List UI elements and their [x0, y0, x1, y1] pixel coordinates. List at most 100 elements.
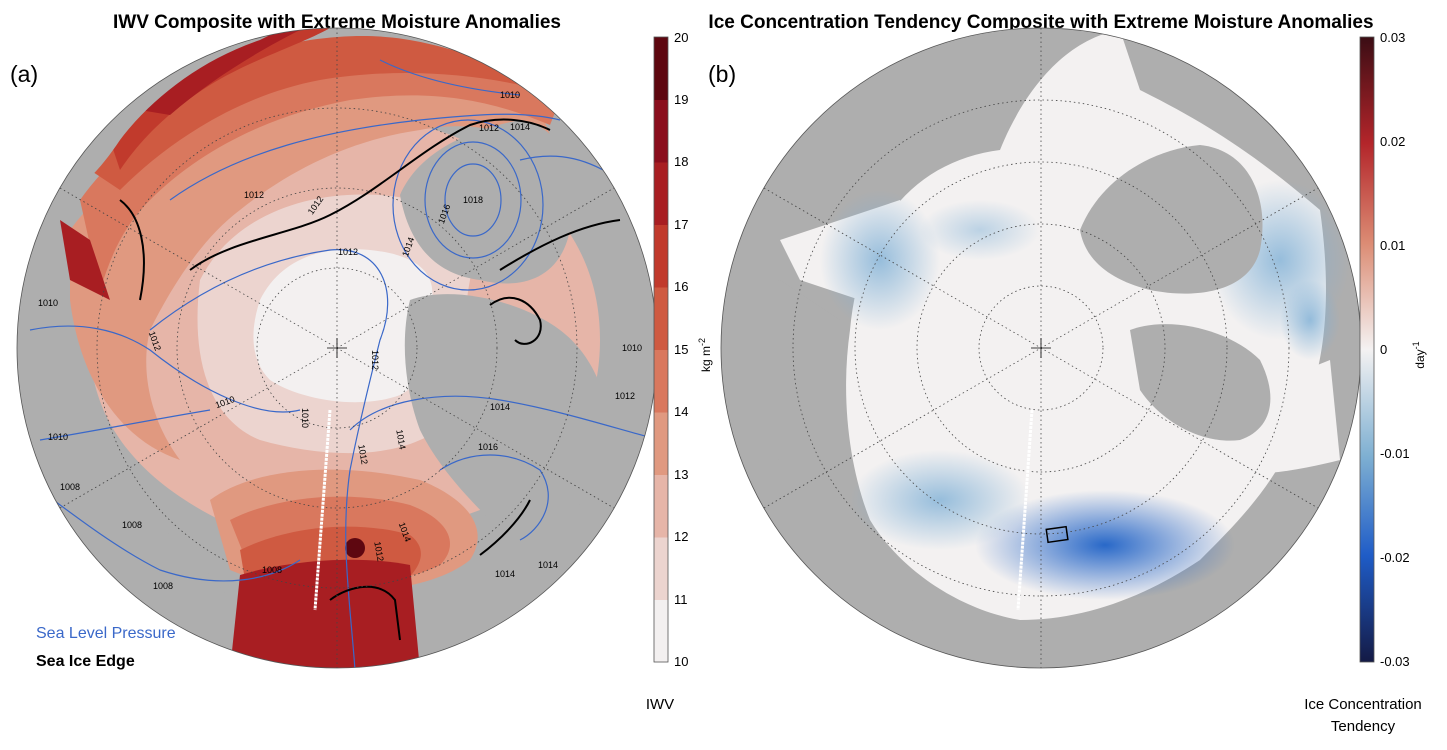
colorbar-b-caption-line1: Ice Concentration	[1304, 696, 1422, 713]
svg-text:1008: 1008	[60, 482, 80, 492]
slp-contour-1010-n	[379, 59, 521, 96]
slp-contour-1010	[29, 325, 301, 413]
svg-text:1008: 1008	[122, 520, 142, 530]
svg-text:-0.02: -0.02	[1380, 550, 1410, 565]
ice-loss-west	[850, 450, 1030, 550]
svg-text:12: 12	[674, 529, 688, 544]
svg-text:1014: 1014	[490, 402, 510, 412]
colorbar-a-segment	[654, 37, 668, 100]
land-north-b	[1160, 40, 1260, 140]
slp-contours	[29, 59, 657, 668]
svg-text:1010: 1010	[622, 343, 642, 353]
panel-a-map	[17, 28, 657, 668]
svg-text:1012: 1012	[370, 350, 380, 370]
svg-text:13: 13	[674, 467, 688, 482]
svg-text:1012: 1012	[244, 190, 264, 200]
slp-contour-1016	[424, 141, 522, 259]
panel-a-colorbar: 10 11 12 13 14 15 16 17 18 19 20 kg m-2	[653, 30, 713, 669]
ice-loss-n	[920, 200, 1040, 260]
svg-text:1018: 1018	[463, 195, 483, 205]
svg-text:1016: 1016	[478, 442, 498, 452]
colorbar-a-unit: kg m-2	[697, 338, 713, 372]
iwv-band-17b	[60, 220, 110, 300]
panel-a-label: (a)	[10, 61, 38, 87]
svg-text:14: 14	[674, 404, 688, 419]
pole-hole-line-b	[1016, 409, 1034, 611]
slp-contour-1008	[39, 489, 301, 582]
colorbar-a-segment	[654, 537, 668, 600]
svg-text:1012: 1012	[372, 541, 385, 562]
legend-ice-edge: Sea Ice Edge	[36, 653, 135, 670]
colorbar-b-unit: day-1	[1411, 341, 1427, 368]
svg-text:1014: 1014	[495, 569, 515, 579]
svg-text:1010: 1010	[38, 298, 58, 308]
slp-contour-1014	[392, 119, 544, 291]
colorbar-a-segment	[654, 474, 668, 538]
colorbar-a-segment	[654, 412, 668, 475]
slp-contour-1012-b	[169, 113, 561, 201]
land-greenland	[400, 120, 573, 284]
colorbar-b-ticks: 0.03 0.02 0.01 0 -0.01 -0.02 -0.03	[1380, 30, 1410, 669]
svg-text:19: 19	[674, 92, 688, 107]
iwv-band-15	[90, 35, 520, 190]
svg-text:1008: 1008	[262, 565, 282, 575]
svg-text:11: 11	[674, 592, 688, 607]
ice-loss-nw	[820, 190, 940, 330]
slp-contour-1014-b	[349, 395, 657, 441]
study-box	[1045, 525, 1069, 544]
colorbar-a-caption: IWV	[646, 696, 674, 713]
colorbar-a-segment	[654, 99, 668, 163]
iwv-tongue-16	[230, 559, 420, 668]
slp-contour-1016-b	[439, 454, 549, 541]
svg-text:10: 10	[674, 654, 688, 669]
colorbar-a-segment	[654, 224, 668, 288]
svg-text:1014: 1014	[538, 560, 558, 570]
sea-ice-edge	[119, 118, 621, 641]
slp-contour-1018	[444, 163, 502, 237]
svg-text:18: 18	[674, 154, 688, 169]
svg-text:1008: 1008	[153, 581, 173, 591]
panel-b-title: Ice Concentration Tendency Composite wit…	[708, 12, 1373, 33]
panel-a-title: IWV Composite with Extreme Moisture Anom…	[113, 12, 561, 33]
svg-text:-0.01: -0.01	[1380, 446, 1410, 461]
svg-text:1010: 1010	[300, 408, 310, 428]
pole-hole-line	[313, 409, 332, 611]
svg-text:-0.03: -0.03	[1380, 654, 1410, 669]
svg-text:1014: 1014	[394, 429, 407, 450]
svg-text:20: 20	[674, 30, 688, 45]
ice-loss-e	[1280, 280, 1340, 360]
land-canada	[404, 294, 608, 533]
svg-text:17: 17	[674, 217, 688, 232]
colorbar-a-segment	[654, 287, 668, 350]
colorbar-a-segment	[654, 599, 668, 663]
colorbar-a-segment	[654, 162, 668, 225]
svg-text:0: 0	[1380, 342, 1387, 357]
svg-text:15: 15	[674, 342, 688, 357]
slp-contour-1012-a	[149, 249, 389, 668]
svg-text:1010: 1010	[500, 90, 520, 100]
legend-slp: Sea Level Pressure	[36, 625, 176, 642]
svg-text:1012: 1012	[615, 391, 635, 401]
colorbar-a-segment	[654, 349, 668, 413]
svg-text:0.02: 0.02	[1380, 134, 1405, 149]
iwv-band-13	[70, 88, 560, 461]
land-west-b	[730, 280, 840, 460]
svg-text:0.03: 0.03	[1380, 30, 1405, 45]
svg-text:16: 16	[674, 279, 688, 294]
svg-text:1012: 1012	[338, 247, 358, 257]
svg-text:1012: 1012	[479, 123, 499, 133]
iwv-band-10	[253, 249, 433, 403]
contour-labels: 1018 1016 1014 1012 1012 1012 1010 1010 …	[38, 90, 642, 591]
ice-loss-max	[975, 490, 1235, 600]
colorbar-b-caption-line2: Tendency	[1331, 718, 1396, 735]
panel-b-colorbar: 0.03 0.02 0.01 0 -0.01 -0.02 -0.03 day-1	[1359, 30, 1427, 669]
iwv-band-17	[140, 28, 300, 115]
colorbar-a-segments	[654, 37, 668, 663]
svg-text:0.01: 0.01	[1380, 238, 1405, 253]
svg-text:1012: 1012	[356, 444, 369, 465]
svg-text:1014: 1014	[510, 122, 530, 132]
svg-text:1010: 1010	[48, 432, 68, 442]
panel-b-label: (b)	[708, 61, 736, 87]
iwv-max-blob	[345, 538, 365, 558]
